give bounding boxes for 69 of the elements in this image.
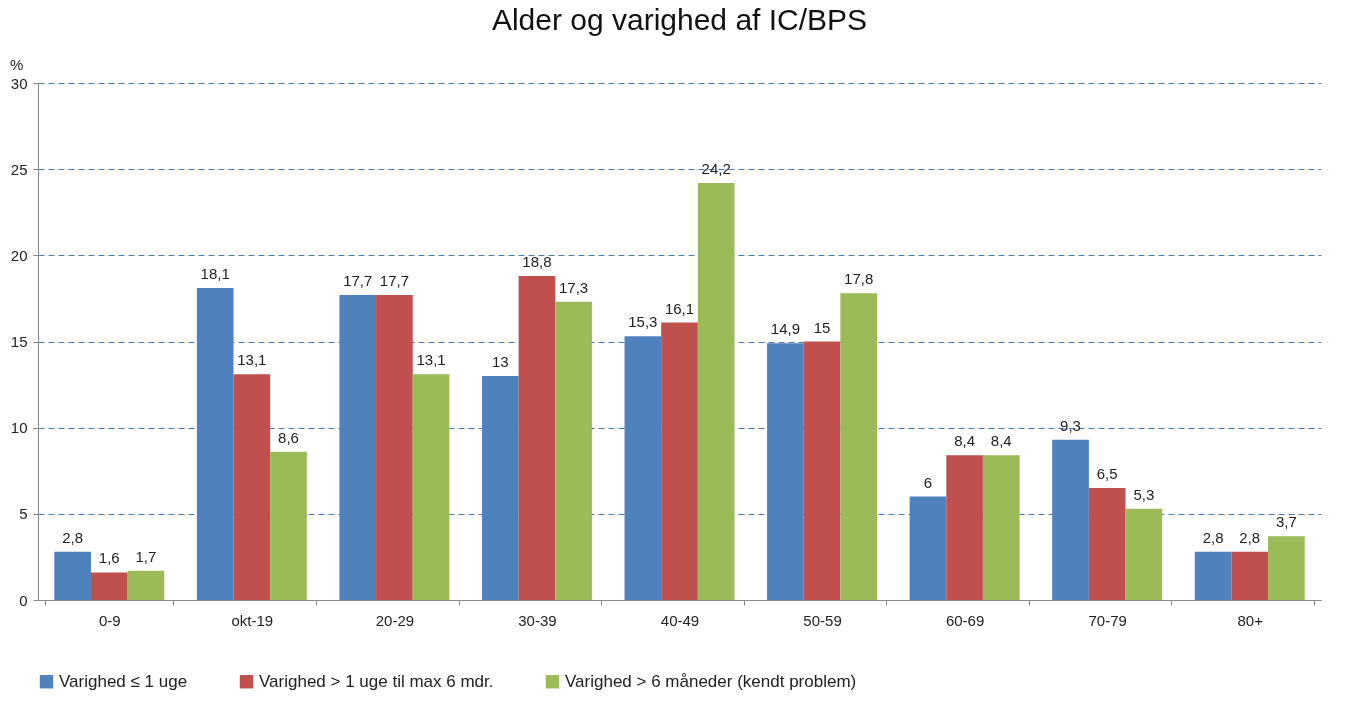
legend-label: Varighed ≤ 1 uge [59, 671, 188, 691]
chart-title: Alder og varighed af IC/BPS [491, 3, 868, 36]
bar [982, 455, 1020, 600]
bar [697, 182, 735, 600]
data-label: 5,3 [1133, 485, 1155, 503]
x-tick-label: okt-19 [231, 611, 274, 629]
data-label: 9,3 [1060, 416, 1081, 434]
data-label: 17,8 [844, 270, 874, 288]
data-label: 15 [813, 318, 831, 336]
data-label: 14,9 [770, 320, 800, 338]
x-tick-label: 20-29 [375, 611, 415, 629]
y-tick-label: 30 [10, 74, 28, 92]
x-tick-label: 0-9 [98, 611, 121, 629]
data-label: 2,8 [1202, 528, 1224, 546]
bar [127, 570, 165, 600]
bar [54, 551, 91, 600]
data-label: 3,7 [1275, 513, 1297, 531]
data-label: 16,1 [664, 299, 695, 317]
bar [1125, 508, 1163, 600]
x-tick-label: 30-39 [518, 611, 557, 629]
bar [1231, 551, 1269, 600]
y-tick-label: 0 [19, 591, 28, 609]
data-label: 2,8 [62, 528, 84, 546]
data-label: 2,8 [1239, 528, 1261, 546]
data-label: 6,5 [1096, 464, 1118, 482]
y-tick-label: 10 [10, 419, 28, 437]
legend-label: Varighed > 1 uge til max 6 mdr. [259, 671, 494, 691]
bar [946, 455, 983, 600]
y-axis-title: % [10, 56, 24, 73]
bar [840, 293, 878, 600]
bar [339, 294, 377, 600]
data-label: 17,7 [343, 271, 373, 289]
bar [555, 301, 592, 600]
data-label: 8,4 [954, 432, 976, 450]
bar [233, 374, 271, 600]
data-label: 17,7 [379, 271, 409, 289]
x-tick-label: 70-79 [1088, 611, 1127, 629]
data-label: 8,4 [990, 432, 1012, 450]
bar [518, 276, 556, 600]
data-label: 15,3 [628, 313, 658, 331]
bar [376, 294, 413, 600]
data-label: 24,2 [701, 159, 731, 177]
bar [90, 572, 128, 600]
data-label: 1,7 [135, 547, 157, 565]
x-tick-label: 60-69 [945, 611, 985, 629]
bar [1088, 487, 1126, 600]
x-tick-label: 80+ [1237, 611, 1264, 629]
data-label: 8,6 [278, 428, 299, 446]
data-label: 1,6 [98, 549, 120, 567]
data-label: 18,8 [522, 253, 552, 271]
y-tick-label: 25 [10, 160, 28, 178]
data-label: 6 [923, 473, 933, 491]
bar [661, 322, 698, 600]
bar [803, 341, 841, 600]
data-label: 13,1 [237, 351, 267, 369]
bar [1268, 536, 1305, 600]
data-label: 13 [491, 352, 509, 370]
data-label: 18,1 [200, 265, 230, 283]
x-tick-label: 40-49 [660, 611, 700, 629]
y-tick-label: 20 [10, 246, 28, 264]
bar [270, 451, 307, 600]
bar [412, 374, 450, 600]
y-tick-label: 15 [10, 333, 28, 350]
x-tick-label: 50-59 [803, 611, 842, 629]
data-label: 13,1 [416, 351, 446, 369]
data-label: 17,3 [559, 278, 589, 296]
bar [1194, 551, 1232, 600]
legend-label: Varighed > 6 måneder (kendt problem) [565, 671, 857, 691]
y-tick-label: 5 [19, 505, 28, 523]
